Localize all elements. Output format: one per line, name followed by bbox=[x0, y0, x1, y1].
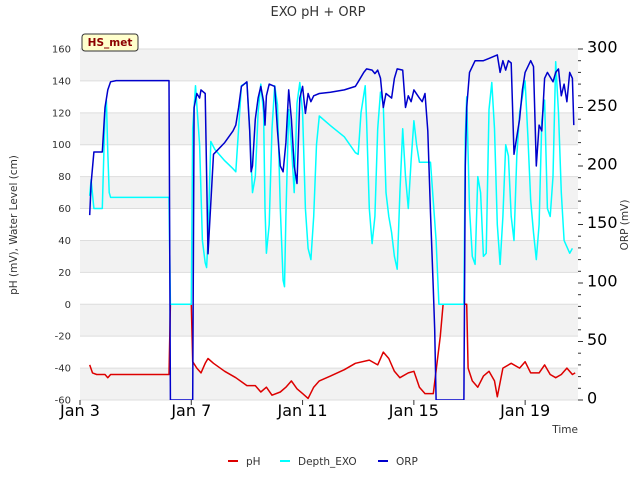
plot-band bbox=[80, 240, 578, 273]
y-left-tick: 20 bbox=[58, 268, 71, 279]
y-left-tick-label: -40 bbox=[55, 364, 71, 375]
y-left-tick: 80 bbox=[58, 172, 71, 183]
x-axis: Jan 3 Jan 7 Jan 11 Jan 15 Jan 19 bbox=[59, 400, 550, 420]
y-left-tick-label: 0 bbox=[65, 300, 71, 311]
y-left-tick: 100 bbox=[52, 140, 71, 151]
series-line-depth-exo bbox=[88, 61, 574, 306]
y-left-tick: -40 bbox=[55, 364, 71, 375]
x-tick-label: Jan 19 bbox=[499, 401, 550, 420]
y-left-tick: 160 bbox=[52, 45, 71, 56]
plot-band bbox=[80, 112, 578, 145]
y-left-tick-label: -60 bbox=[55, 396, 71, 407]
station-badge-box bbox=[81, 33, 139, 52]
y-right-axis-label: ORP (mV) bbox=[619, 200, 631, 251]
y-left-axis-label: pH (mV), Water Level (cm) bbox=[8, 155, 20, 295]
y-right-tick-label: 150 bbox=[587, 213, 618, 232]
plot-bands bbox=[80, 49, 578, 400]
station-badge-text: HS_met bbox=[88, 37, 133, 49]
y-left-axis: -60 -40 -20 0 20 40 60 80 100 120 140 160 bbox=[52, 45, 71, 407]
legend-item: ORP bbox=[378, 456, 418, 468]
y-right-tick-label: 300 bbox=[587, 38, 618, 57]
y-left-tick-label: 160 bbox=[52, 45, 71, 56]
y-left-tick: 40 bbox=[58, 236, 71, 247]
plot-band bbox=[80, 49, 578, 81]
plot-band bbox=[80, 304, 578, 337]
y-left-tick-label: 40 bbox=[58, 236, 71, 247]
legend-label: ORP bbox=[396, 456, 418, 468]
chart-title: EXO pH + ORP bbox=[271, 5, 366, 20]
y-right-tick-label: 50 bbox=[587, 330, 607, 349]
legend-label: pH bbox=[246, 456, 261, 468]
legend-item: pH bbox=[228, 456, 261, 468]
y-left-tick-label: 80 bbox=[58, 172, 71, 183]
y-left-tick-label: 100 bbox=[52, 140, 71, 151]
legend-item: Depth_EXO bbox=[280, 456, 357, 468]
y-left-tick: 0 bbox=[65, 300, 71, 311]
x-tick-label: Jan 3 bbox=[59, 401, 100, 420]
series-group bbox=[88, 54, 576, 400]
x-axis-label: Time bbox=[551, 424, 578, 436]
legend: pH Depth_EXO ORP bbox=[228, 456, 418, 468]
y-left-tick-label: 60 bbox=[58, 204, 71, 215]
y-right-tick-label: 200 bbox=[587, 155, 618, 174]
y-left-tick: -60 bbox=[55, 396, 71, 407]
series-line-orp bbox=[88, 54, 575, 400]
x-tick-label: Jan 7 bbox=[170, 401, 211, 420]
y-left-tick-label: 120 bbox=[52, 108, 71, 119]
station-badge: HS_met bbox=[81, 33, 139, 52]
y-left-tick-label: 140 bbox=[52, 76, 71, 87]
y-right-tick-label: 250 bbox=[587, 96, 618, 115]
y-left-tick: -20 bbox=[55, 332, 71, 343]
y-right-tick-label: 0 bbox=[587, 389, 597, 408]
plot-band bbox=[80, 176, 578, 209]
y-right-axis: 0 50 100 150 200 250 300 bbox=[578, 38, 618, 408]
grid bbox=[80, 48, 578, 401]
y-left-tick: 120 bbox=[52, 108, 71, 119]
y-right-tick-label: 100 bbox=[587, 272, 618, 291]
y-left-tick-label: 20 bbox=[58, 268, 71, 279]
plot-band bbox=[80, 368, 578, 400]
x-tick-label: Jan 11 bbox=[277, 401, 328, 420]
y-left-tick: 140 bbox=[52, 76, 71, 87]
x-tick-label: Jan 15 bbox=[388, 401, 439, 420]
y-left-tick: 60 bbox=[58, 204, 71, 215]
y-left-tick-label: -20 bbox=[55, 332, 71, 343]
legend-label: Depth_EXO bbox=[298, 456, 357, 468]
